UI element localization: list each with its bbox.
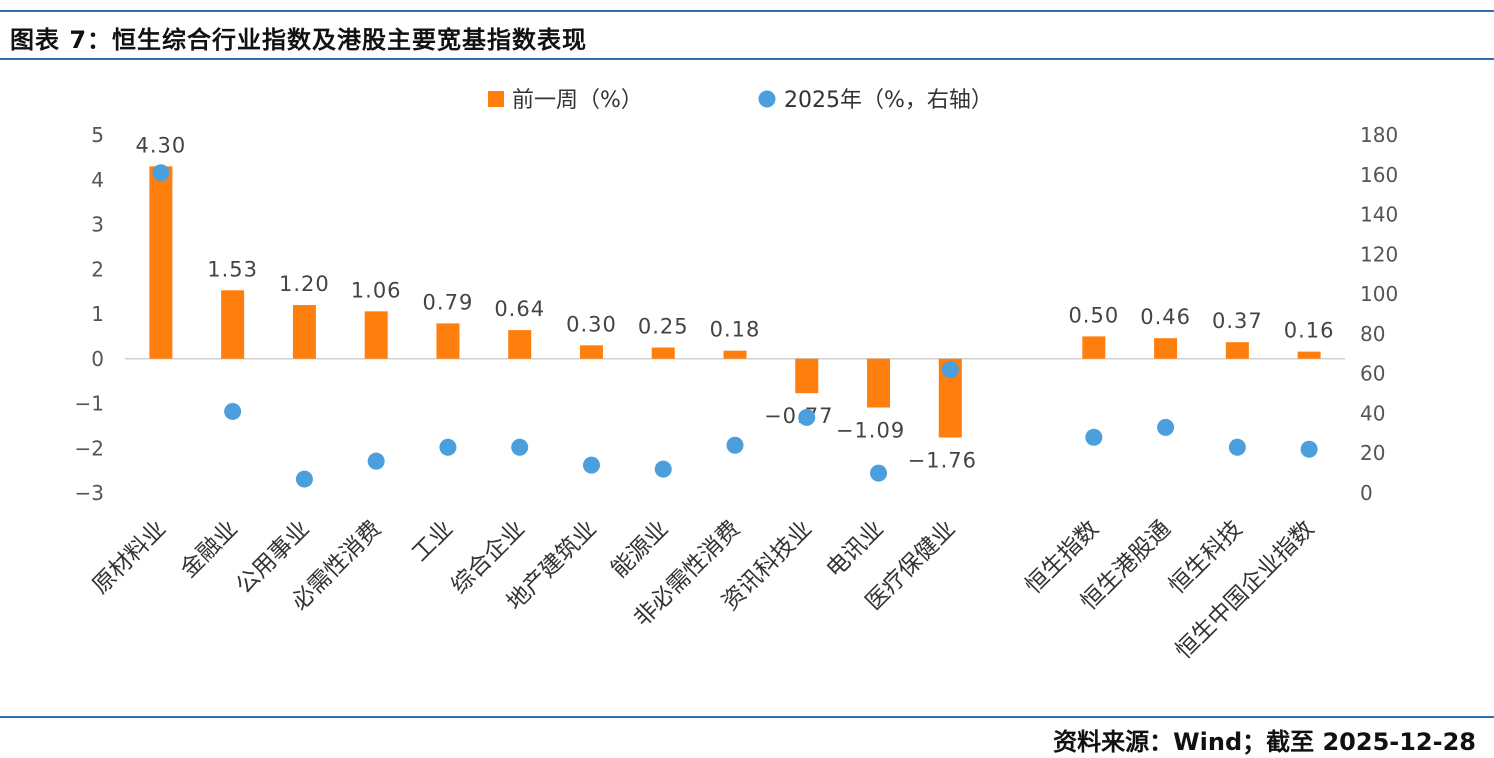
y-left-tick: −1 <box>75 392 104 416</box>
dot-point <box>654 460 672 478</box>
bar <box>1225 342 1249 359</box>
legend-bar-swatch <box>488 91 504 107</box>
x-category-label: 能源业 <box>606 516 673 583</box>
bar-data-label: 4.30 <box>135 133 186 157</box>
bar <box>867 358 891 408</box>
y-left-tick: 0 <box>91 347 104 371</box>
bar-data-label: 0.25 <box>638 315 689 339</box>
top-rule <box>0 10 1494 12</box>
y-left-tick: 2 <box>91 257 104 281</box>
bottom-rule <box>0 716 1494 718</box>
bar <box>651 347 675 359</box>
bar-data-label: 0.18 <box>710 318 761 342</box>
bar-data-label: 0.46 <box>1140 305 1191 329</box>
dot-point <box>511 438 529 456</box>
dot-point <box>726 436 744 454</box>
dot-point <box>367 452 385 470</box>
y-right-tick: 0 <box>1360 481 1373 505</box>
y-right-tick: 20 <box>1360 441 1385 465</box>
figure-title: 图表 7：恒生综合行业指数及港股主要宽基指数表现 <box>10 26 588 54</box>
title-rule <box>0 58 1494 60</box>
bar-data-label: 1.20 <box>279 272 330 296</box>
x-category-label: 工业 <box>407 516 458 567</box>
bar-data-label: 0.37 <box>1212 309 1263 333</box>
bar-data-label: 0.64 <box>494 297 545 321</box>
bar-data-label: −1.76 <box>908 449 977 473</box>
bar <box>221 290 245 359</box>
y-right-tick: 160 <box>1360 163 1398 187</box>
bar-data-label: 0.79 <box>423 290 474 314</box>
y-left-tick: 3 <box>91 213 104 237</box>
x-category-label: 金融业 <box>176 516 243 583</box>
y-right-tick: 80 <box>1360 322 1385 346</box>
bar <box>579 345 603 359</box>
y-right-tick: 100 <box>1360 282 1398 306</box>
bar <box>292 305 316 359</box>
bar <box>1082 336 1106 359</box>
x-category-label: 电讯业 <box>822 516 889 583</box>
dot-point <box>870 464 888 482</box>
dot-point <box>295 470 313 488</box>
legend-dot-label: 2025年（%，右轴） <box>784 88 993 113</box>
dot-point <box>224 402 242 420</box>
y-left-tick: 4 <box>91 168 104 192</box>
dot-point <box>941 361 959 379</box>
y-left-tick: −2 <box>75 436 104 460</box>
legend-bar-label: 前一周（%） <box>512 88 643 113</box>
dot-point <box>1228 438 1246 456</box>
bar-data-label: −1.09 <box>836 419 905 443</box>
bar-data-label: 0.50 <box>1068 303 1119 327</box>
bar-data-label: 1.06 <box>351 278 402 302</box>
dot-point <box>582 456 600 474</box>
source-note: 资料来源：Wind；截至 2025-12-28 <box>1053 728 1476 756</box>
dot-point <box>152 164 170 182</box>
y-right-tick: 120 <box>1360 242 1398 266</box>
dot-point <box>798 408 816 426</box>
y-right-tick: 60 <box>1360 362 1385 386</box>
bar-data-label: −0.77 <box>764 404 833 428</box>
bar <box>436 323 460 359</box>
x-category-label: 原材料业 <box>88 516 171 599</box>
bar <box>149 166 173 359</box>
bar <box>1154 338 1178 359</box>
dot-point <box>1085 428 1103 446</box>
y-right-tick: 140 <box>1360 203 1398 227</box>
bar <box>364 311 388 359</box>
bar <box>723 350 747 359</box>
bar <box>795 358 819 394</box>
legend-dot-swatch <box>758 90 776 108</box>
y-right-tick: 40 <box>1360 401 1385 425</box>
y-left-tick: −3 <box>75 481 104 505</box>
title-bar: 图表 7：恒生综合行业指数及港股主要宽基指数表现 <box>0 14 1494 56</box>
bar <box>938 358 962 438</box>
x-category-label: 恒生中国企业指数 <box>1171 516 1319 664</box>
bar-data-label: 0.16 <box>1284 319 1335 343</box>
dot-point <box>1157 418 1175 436</box>
y-left-tick: 5 <box>91 123 104 147</box>
bar <box>1297 351 1321 359</box>
bar-data-label: 0.30 <box>566 312 617 336</box>
bar-data-label: 1.53 <box>207 257 258 281</box>
bar <box>508 330 532 359</box>
y-left-tick: 1 <box>91 302 104 326</box>
y-right-tick: 180 <box>1360 123 1398 147</box>
dot-point <box>1300 440 1318 458</box>
dot-point <box>439 438 457 456</box>
